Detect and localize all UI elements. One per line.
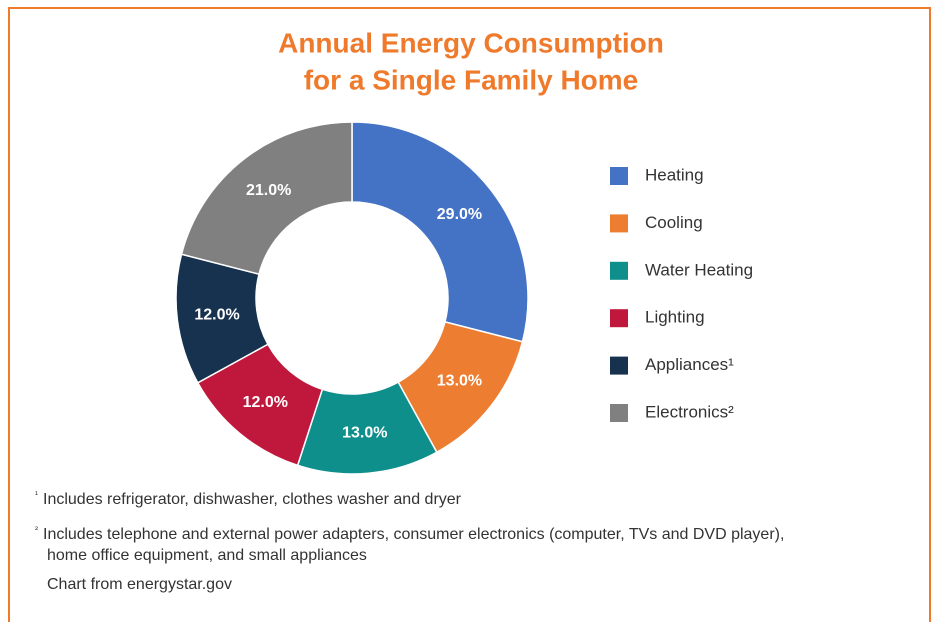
data-label: 12.0% [243, 394, 288, 411]
frame [8, 7, 931, 622]
legend-label: Heating [645, 165, 704, 184]
legend-swatch [610, 356, 628, 375]
source: Chart from energystar.gov [47, 576, 232, 593]
chart-title: for a Single Family Home [304, 64, 639, 95]
legend-swatch [610, 404, 628, 422]
legend-swatch [610, 214, 628, 233]
legend-label: Lighting [645, 308, 705, 327]
data-label: 13.0% [342, 425, 387, 442]
chart-title: Annual Energy Consumption [278, 27, 664, 58]
footnote-marker: ¹ [35, 489, 38, 499]
footnote: home office equipment, and small applian… [47, 547, 367, 564]
data-label: 13.0% [437, 373, 482, 390]
legend-swatch [610, 261, 628, 280]
slice [351, 121, 529, 343]
legend-swatch [610, 167, 628, 185]
data-label: 21.0% [246, 182, 291, 199]
footnote: Includes refrigerator, dishwasher, cloth… [43, 491, 462, 508]
data-label: 12.0% [194, 306, 239, 323]
legend-label: Appliances¹ [645, 355, 734, 374]
footnote: Includes telephone and external power ad… [43, 526, 784, 543]
legend-swatch [610, 309, 628, 328]
slice [180, 121, 353, 276]
footnote-marker: ² [35, 524, 38, 534]
legend-label: Cooling [645, 213, 703, 232]
legend-label: Water Heating [645, 260, 753, 279]
legend-label: Electronics² [645, 402, 734, 421]
data-label: 29.0% [437, 206, 482, 223]
